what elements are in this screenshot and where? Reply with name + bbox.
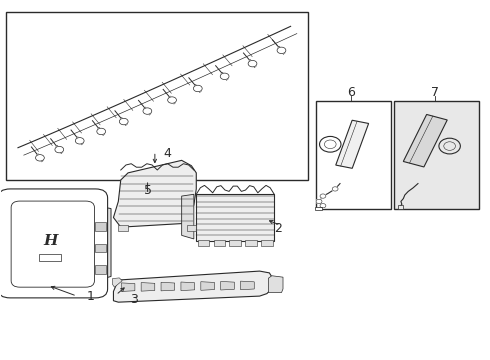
- Bar: [214, 240, 225, 246]
- Bar: [6, 12, 308, 180]
- Bar: [187, 225, 196, 231]
- Circle shape: [277, 47, 286, 54]
- Bar: [393, 102, 479, 208]
- Text: 3: 3: [130, 293, 138, 306]
- Bar: [39, 253, 61, 261]
- Text: 6: 6: [347, 86, 355, 99]
- Bar: [261, 240, 273, 246]
- Polygon shape: [269, 276, 283, 293]
- Bar: [245, 240, 257, 246]
- Bar: [316, 102, 391, 208]
- Circle shape: [194, 85, 202, 92]
- Circle shape: [55, 147, 64, 153]
- Bar: [397, 205, 403, 208]
- Bar: [118, 225, 128, 231]
- FancyBboxPatch shape: [11, 201, 95, 287]
- Polygon shape: [96, 244, 106, 252]
- Polygon shape: [196, 194, 274, 241]
- Polygon shape: [403, 114, 447, 167]
- Bar: [229, 240, 241, 246]
- Polygon shape: [336, 120, 368, 168]
- Circle shape: [320, 194, 326, 198]
- Text: 5: 5: [144, 184, 151, 197]
- Circle shape: [320, 203, 326, 208]
- Circle shape: [168, 97, 176, 103]
- Polygon shape: [96, 222, 106, 231]
- Text: 7: 7: [431, 86, 439, 99]
- Polygon shape: [92, 205, 111, 282]
- Circle shape: [332, 187, 338, 191]
- Polygon shape: [113, 278, 122, 287]
- Polygon shape: [141, 283, 155, 291]
- Circle shape: [220, 73, 229, 80]
- Circle shape: [319, 136, 341, 152]
- Circle shape: [143, 108, 152, 114]
- Polygon shape: [121, 283, 135, 292]
- FancyBboxPatch shape: [0, 189, 108, 298]
- Polygon shape: [182, 194, 194, 239]
- Polygon shape: [181, 282, 195, 291]
- Text: H: H: [43, 234, 57, 248]
- Circle shape: [36, 154, 44, 161]
- Text: 4: 4: [163, 147, 171, 160]
- Polygon shape: [114, 271, 274, 302]
- Polygon shape: [201, 282, 215, 290]
- Bar: [198, 240, 209, 246]
- Circle shape: [97, 128, 105, 135]
- Circle shape: [439, 138, 460, 154]
- Text: 2: 2: [274, 222, 282, 235]
- Polygon shape: [220, 282, 234, 290]
- Polygon shape: [241, 281, 254, 290]
- Circle shape: [75, 138, 84, 144]
- Polygon shape: [96, 265, 106, 274]
- Polygon shape: [161, 282, 174, 291]
- Text: 1: 1: [87, 289, 95, 303]
- Circle shape: [248, 60, 257, 67]
- Polygon shape: [114, 160, 196, 227]
- Circle shape: [120, 118, 128, 125]
- Bar: [315, 207, 322, 210]
- Circle shape: [316, 199, 322, 203]
